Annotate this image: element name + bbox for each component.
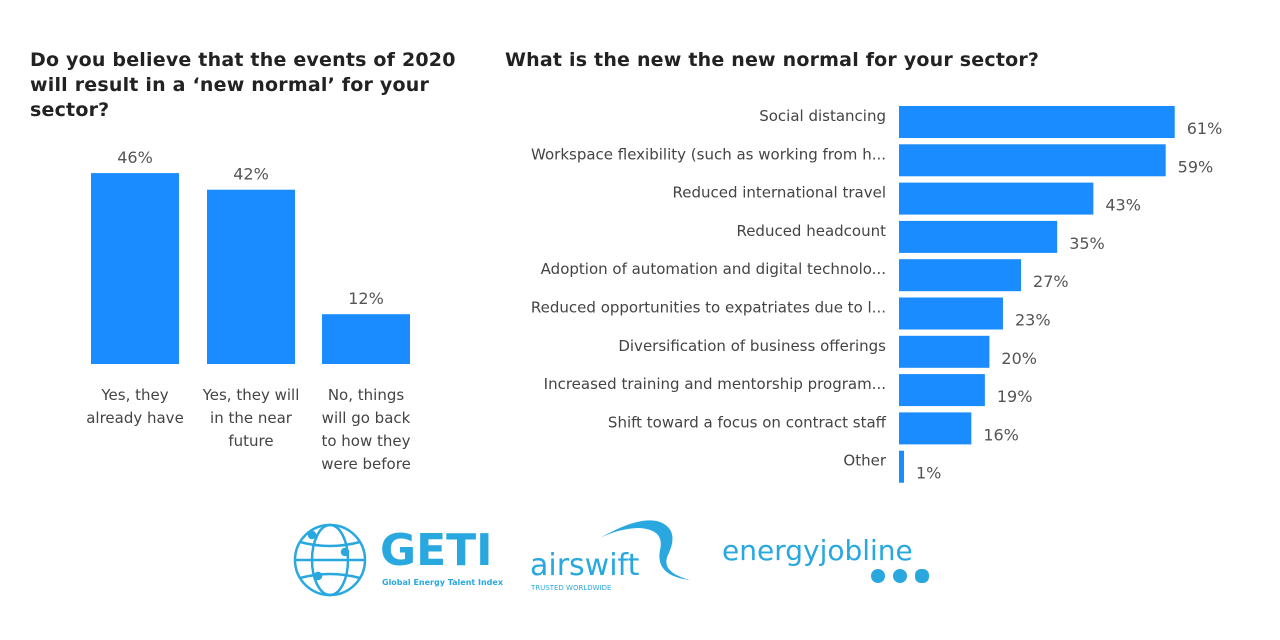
airswift-name: airswift: [530, 548, 640, 583]
bar: [899, 412, 972, 445]
data-label: 19%: [997, 387, 1033, 406]
category-label: Reduced opportunities to expatriates due…: [531, 299, 886, 317]
bar: [899, 374, 985, 407]
data-label: 12%: [348, 289, 384, 308]
category-label: were before: [321, 455, 411, 473]
category-label: Increased training and mentorship progra…: [544, 375, 886, 393]
category-label: Yes, they will: [202, 386, 300, 404]
bar: [91, 173, 179, 364]
category-label: Reduced headcount: [736, 222, 886, 240]
airswift-tagline: TRUSTED WORLDWIDE: [530, 584, 611, 592]
category-label: Shift toward a focus on contract staff: [608, 413, 887, 431]
bar: [899, 144, 1166, 177]
energyjobline-name: energyjobline: [722, 534, 913, 567]
data-label: 1%: [916, 464, 941, 483]
right-chart-title: What is the new the new normal for your …: [505, 49, 1040, 71]
energy-icons: [871, 569, 929, 583]
category-label: Reduced international travel: [672, 184, 886, 202]
bar: [899, 259, 1022, 292]
category-label: Workspace flexibility (such as working f…: [531, 145, 886, 163]
data-label: 59%: [1178, 157, 1214, 176]
airswift-logo: airswift TRUSTED WORLDWIDE: [530, 520, 690, 592]
category-label: Adoption of automation and digital techn…: [541, 260, 886, 278]
bar: [899, 106, 1175, 138]
category-label: Other: [843, 452, 886, 470]
logos: GETI Global Energy Talent Index airswift…: [293, 520, 929, 597]
bar: [899, 182, 1094, 215]
category-label: already have: [86, 409, 184, 427]
left-bar-chart: 46% Yes, they already have 42% Yes, they wil…: [86, 148, 411, 473]
data-label: 43%: [1105, 196, 1141, 215]
geti-logo: GETI Global Energy Talent Index: [293, 523, 504, 597]
data-label: 61%: [1187, 119, 1223, 138]
data-label: 46%: [117, 148, 153, 167]
energyjobline-logo: energyjobline: [722, 534, 929, 583]
category-label: to how they: [321, 432, 410, 450]
data-label: 16%: [983, 425, 1019, 444]
category-label: will go back: [322, 409, 411, 427]
geti-name: GETI: [380, 525, 493, 576]
geti-tagline: Global Energy Talent Index: [382, 578, 504, 587]
data-label: 42%: [233, 165, 269, 184]
right-bar-chart: Social distancing 61% Workspace flexibilit…: [531, 106, 1223, 483]
bar: [207, 189, 295, 364]
bar: [899, 450, 904, 483]
swift-bird-icon: [600, 520, 690, 580]
bar: [899, 220, 1058, 253]
data-label: 20%: [1001, 349, 1037, 368]
category-label: in the near: [210, 409, 293, 427]
data-label: 23%: [1015, 311, 1051, 330]
bar: [899, 335, 990, 368]
data-label: 27%: [1033, 272, 1069, 291]
category-label: Diversification of business offerings: [618, 337, 886, 355]
left-chart-title: Do you believe that the events of 2020 w…: [30, 49, 456, 121]
bar: [322, 314, 410, 364]
bar: [899, 297, 1003, 330]
data-label: 35%: [1069, 234, 1105, 253]
category-label: Social distancing: [759, 107, 886, 125]
category-label: Yes, they: [100, 386, 168, 404]
category-label: No, things: [328, 386, 405, 404]
category-label: future: [228, 432, 273, 450]
globe-icon: [293, 523, 367, 597]
